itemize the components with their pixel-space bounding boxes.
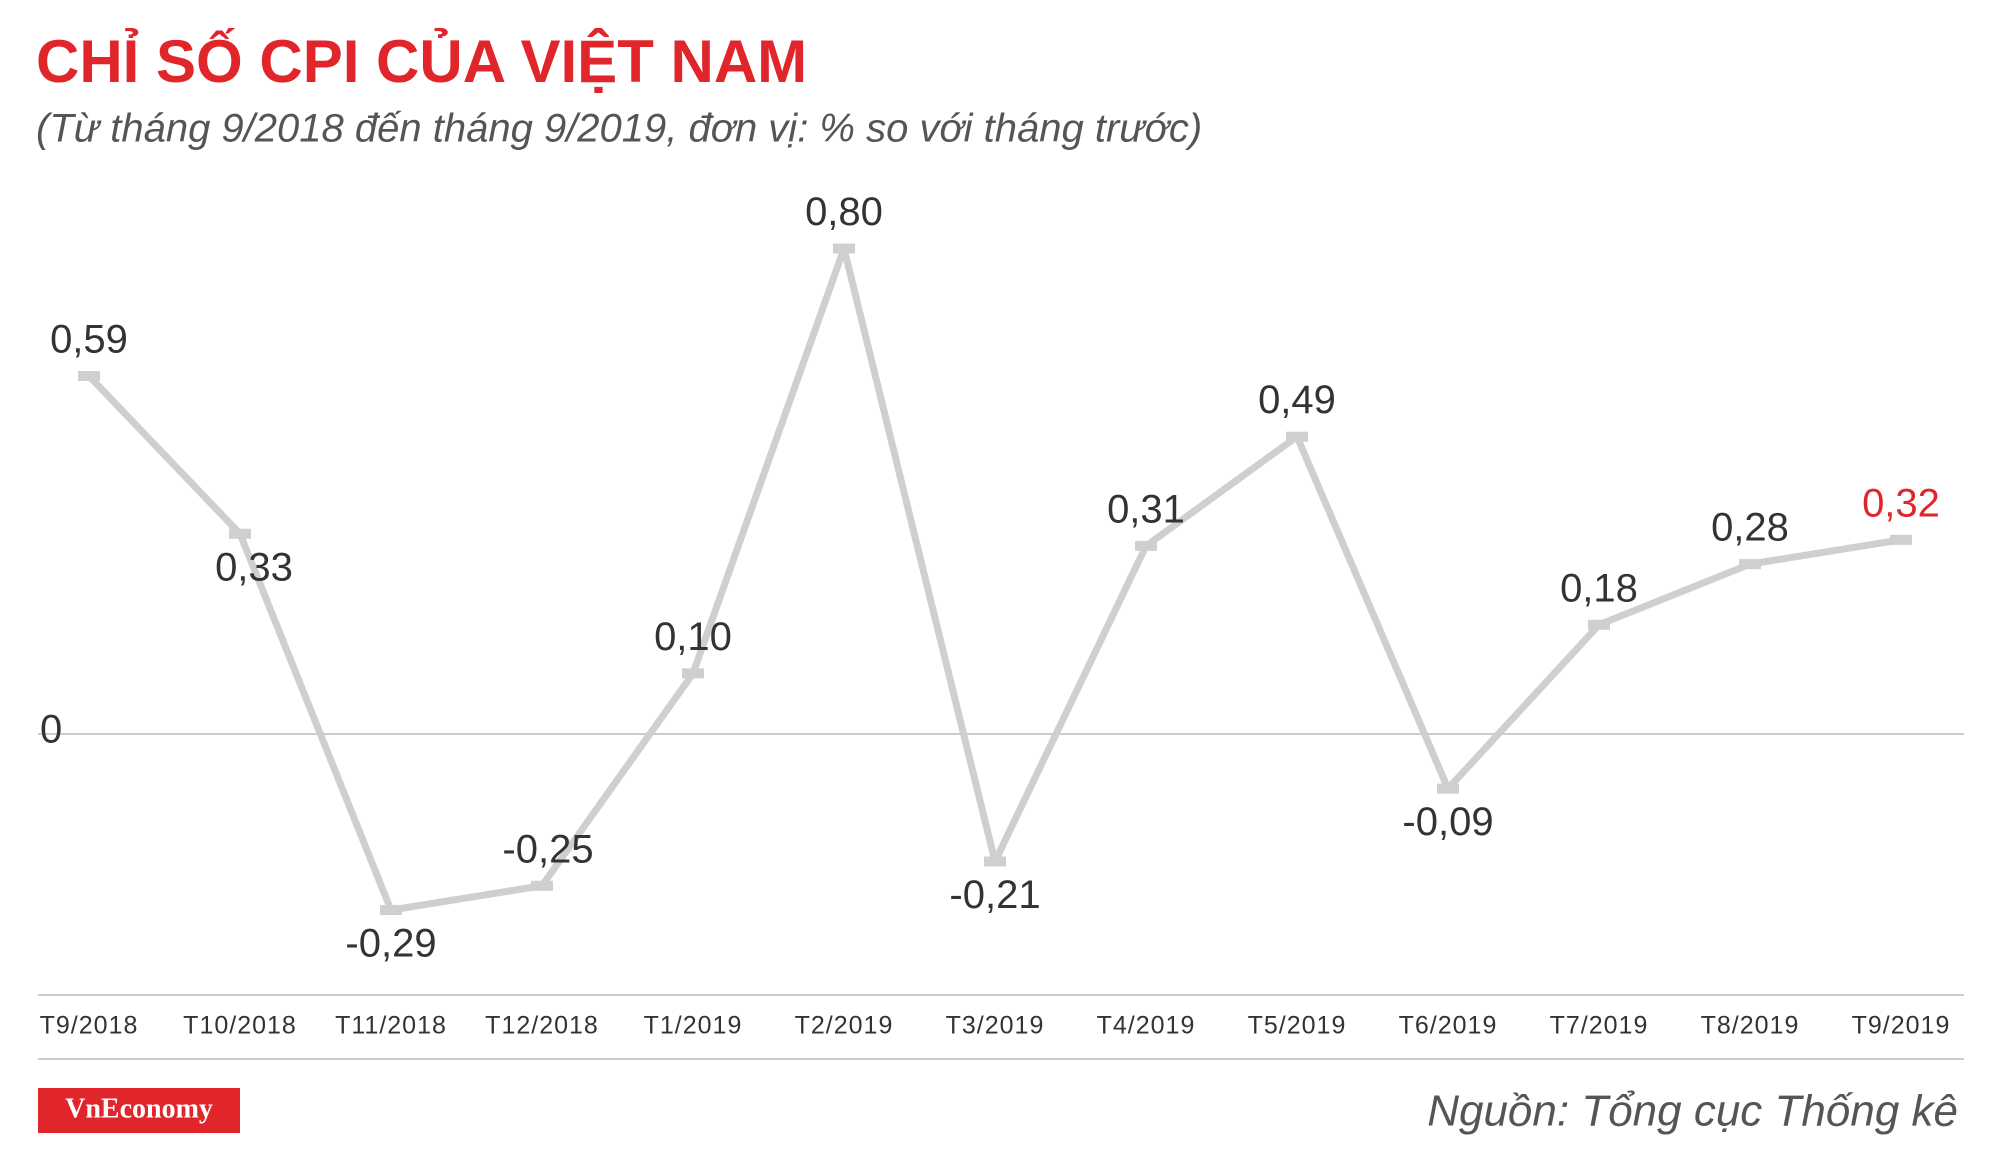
x-tick-label: T2/2019 [795,1012,894,1040]
data-point [1286,431,1308,442]
value-label: 0,59 [50,318,128,362]
x-tick-label: T9/2018 [40,1012,139,1040]
value-label: 0,31 [1107,487,1185,531]
x-tick-label: T10/2018 [183,1012,297,1040]
value-label: -0,21 [949,873,1040,917]
data-point [531,880,553,891]
value-label: 0,80 [805,190,883,234]
data-point [380,905,402,916]
data-point [833,243,855,254]
value-label: -0,29 [345,922,436,966]
x-tick-label: T5/2019 [1248,1012,1347,1040]
data-point [984,856,1006,867]
data-point [229,528,251,539]
data-point [1437,783,1459,794]
x-tick-label: T7/2019 [1550,1012,1649,1040]
value-label: 0,49 [1258,378,1336,422]
data-point [1588,619,1610,630]
data-point [1135,540,1157,551]
value-label: 0,18 [1560,566,1638,610]
x-tick-label: T3/2019 [946,1012,1045,1040]
chart-subtitle: (Từ tháng 9/2018 đến tháng 9/2019, đơn v… [36,107,1202,151]
x-tick-label: T12/2018 [485,1012,599,1040]
x-tick-label: T8/2019 [1701,1012,1800,1040]
data-point [682,668,704,679]
value-label: 0,33 [215,545,293,589]
x-tick-label: T1/2019 [644,1012,743,1040]
y-tick-label: 0 [40,708,62,752]
value-label: 0,10 [654,615,732,659]
value-label: -0,25 [502,827,593,871]
data-point [1739,559,1761,570]
logo-box [38,1088,240,1133]
chart-title: CHỈ SỐ CPI CỦA VIỆT NAM [36,28,807,95]
value-label: 0,28 [1711,506,1789,550]
x-tick-label: T11/2018 [335,1012,447,1040]
x-tick-label: T4/2019 [1097,1012,1196,1040]
x-tick-label: T9/2019 [1852,1012,1951,1040]
value-label: 0,32 [1862,481,1940,525]
data-point [78,370,100,381]
logo: VnEconomy [65,1093,213,1124]
data-point [1890,534,1912,545]
value-label: -0,09 [1402,800,1493,844]
x-tick-label: T6/2019 [1399,1012,1498,1040]
source: Nguồn: Tổng cục Thống kê [1427,1087,1958,1136]
